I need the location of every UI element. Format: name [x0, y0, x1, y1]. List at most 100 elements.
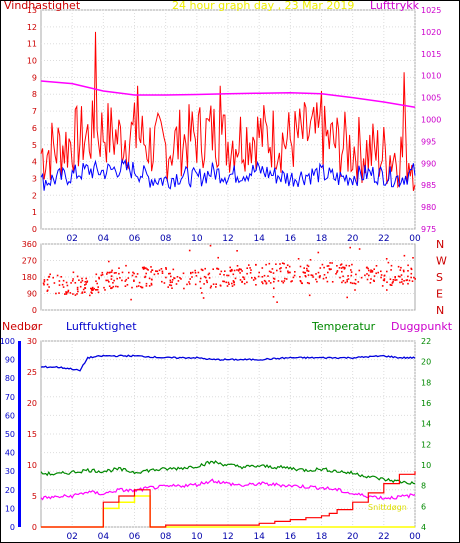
- climate-x-tick: 18: [316, 532, 328, 542]
- direction-point: [250, 269, 252, 271]
- direction-point: [191, 276, 193, 278]
- direction-point: [233, 281, 235, 284]
- direction-point: [248, 264, 250, 266]
- direction-point: [212, 268, 214, 270]
- direction-point: [101, 271, 104, 274]
- wind-y-tick: 7: [32, 107, 37, 116]
- direction-point: [143, 266, 145, 269]
- humidity-y-tick: 25: [27, 368, 37, 377]
- direction-point: [375, 265, 378, 267]
- direction-point: [199, 287, 202, 289]
- wind-y-tick: 12: [27, 23, 37, 32]
- direction-point: [210, 285, 212, 287]
- nedbor-y-tick: 50: [5, 430, 15, 439]
- direction-point: [246, 267, 248, 269]
- direction-point: [300, 282, 303, 284]
- direction-point: [90, 287, 92, 290]
- direction-point: [397, 265, 400, 268]
- direction-point: [403, 280, 405, 282]
- direction-point: [234, 277, 237, 280]
- direction-point: [297, 258, 300, 260]
- temperature-y-tick: 6: [421, 502, 426, 511]
- direction-point: [395, 279, 398, 281]
- direction-point: [91, 286, 94, 289]
- direction-point: [347, 278, 350, 280]
- direction-point: [81, 277, 83, 280]
- direction-point: [191, 271, 194, 274]
- direction-point: [90, 291, 92, 294]
- direction-point: [200, 268, 203, 271]
- direction-y-tick: 90: [27, 290, 37, 299]
- direction-point: [377, 271, 379, 274]
- direction-point: [212, 283, 215, 285]
- wind-x-tick: 10: [191, 234, 203, 244]
- direction-point: [330, 268, 332, 270]
- wind-x-tick: 12: [222, 234, 233, 244]
- direction-point: [202, 297, 205, 299]
- direction-point: [263, 274, 266, 277]
- direction-point: [286, 264, 289, 266]
- direction-point: [251, 277, 253, 279]
- direction-point: [321, 263, 324, 266]
- direction-point: [144, 267, 146, 270]
- wind-x-tick: 14: [253, 234, 265, 244]
- direction-point: [354, 289, 356, 291]
- direction-point: [208, 277, 211, 279]
- direction-point: [46, 279, 49, 281]
- direction-point: [56, 274, 59, 277]
- direction-point: [231, 268, 233, 271]
- direction-point: [76, 288, 79, 291]
- direction-point: [366, 273, 368, 275]
- pressure-y-tick: 1015: [421, 50, 441, 59]
- nedbor-y-tick: 70: [5, 393, 15, 402]
- direction-point: [151, 269, 153, 271]
- direction-point: [204, 267, 206, 270]
- direction-point: [401, 281, 403, 283]
- direction-point: [113, 272, 116, 274]
- direction-point: [137, 285, 140, 287]
- direction-point: [225, 281, 227, 284]
- climate-x-tick: 22: [378, 532, 389, 542]
- direction-point: [97, 291, 100, 294]
- direction-point: [161, 270, 164, 273]
- direction-point: [220, 270, 223, 273]
- pressure-label: Lufttrykk: [370, 0, 420, 12]
- direction-point: [161, 272, 164, 274]
- direction-point: [81, 279, 84, 282]
- direction-point: [205, 276, 207, 279]
- direction-point: [91, 287, 93, 290]
- humidity-y-tick: 5: [32, 492, 37, 501]
- direction-point: [95, 273, 98, 276]
- direction-point: [408, 279, 411, 282]
- direction-point: [227, 274, 230, 277]
- direction-point: [349, 246, 351, 249]
- compass-letter: N: [436, 304, 444, 317]
- direction-point: [133, 280, 135, 282]
- direction-point: [373, 280, 375, 282]
- direction-point: [285, 278, 288, 280]
- climate-x-tick: 12: [222, 532, 233, 542]
- direction-point: [306, 264, 309, 267]
- direction-point: [86, 280, 89, 283]
- direction-y-tick: 360: [22, 240, 37, 249]
- direction-point: [133, 279, 135, 282]
- direction-point: [125, 264, 127, 267]
- direction-point: [383, 278, 386, 280]
- direction-point: [360, 276, 363, 279]
- direction-point: [317, 271, 320, 274]
- direction-point: [380, 276, 382, 279]
- direction-point: [111, 287, 113, 289]
- precip-scale-bar: [18, 341, 21, 527]
- direction-point: [275, 263, 277, 265]
- direction-point: [394, 279, 396, 281]
- direction-point: [391, 282, 394, 284]
- gust-line: [40, 158, 416, 191]
- direction-point: [405, 279, 408, 282]
- compass-letter: N: [436, 238, 444, 251]
- direction-point: [145, 282, 148, 285]
- direction-point: [66, 292, 68, 294]
- direction-point: [160, 268, 163, 270]
- direction-point: [246, 272, 248, 275]
- pressure-y-tick: 1005: [421, 94, 441, 103]
- wind-speed-label: Vindhastighet: [4, 0, 81, 12]
